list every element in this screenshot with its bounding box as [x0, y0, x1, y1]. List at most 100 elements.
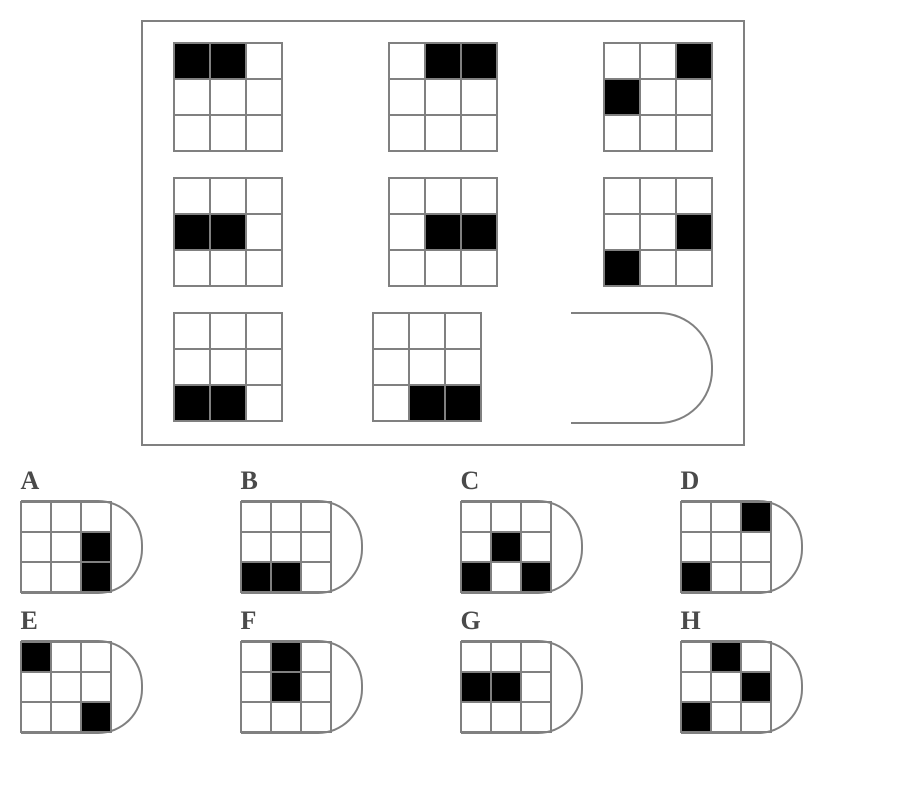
grid-cell [711, 532, 741, 562]
pattern-grid-6 [603, 177, 713, 287]
option-grid-E [20, 641, 112, 733]
grid-cell [210, 313, 246, 349]
puzzle-container: ABCD EFGH [21, 20, 881, 734]
grid-cell [210, 115, 246, 151]
grid-cell [425, 115, 461, 151]
grid-cell [241, 702, 271, 732]
pattern-grid-1 [173, 42, 283, 152]
grid-cell [604, 79, 640, 115]
grid-cell [676, 250, 712, 286]
option-H[interactable]: H [681, 606, 881, 734]
grid-cell [711, 562, 741, 592]
grid-cell [711, 702, 741, 732]
grid-cell [271, 502, 301, 532]
grid-cell [373, 349, 409, 385]
grid-cell [174, 349, 210, 385]
grid-cell [174, 43, 210, 79]
option-label: C [461, 466, 661, 496]
grid-cell [409, 385, 445, 421]
grid-cell [210, 385, 246, 421]
grid-cell [640, 79, 676, 115]
option-E[interactable]: E [21, 606, 221, 734]
grid-cell [246, 214, 282, 250]
grid-cell [741, 642, 771, 672]
grid-cell [491, 702, 521, 732]
option-slot [461, 500, 583, 594]
grid-cell [246, 385, 282, 421]
grid-cell [81, 672, 111, 702]
grid-cell [301, 642, 331, 672]
grid-cell [51, 502, 81, 532]
pattern-grid-3 [603, 42, 713, 152]
grid-cell [51, 532, 81, 562]
grid-cell [246, 313, 282, 349]
grid-cell [521, 642, 551, 672]
grid-cell [640, 214, 676, 250]
pattern-grid-2 [388, 42, 498, 152]
grid-cell [711, 502, 741, 532]
option-grid-C [460, 501, 552, 593]
grid-cell [301, 502, 331, 532]
grid-cell [81, 532, 111, 562]
grid-cell [445, 385, 481, 421]
grid-cell [81, 642, 111, 672]
grid-cell [241, 502, 271, 532]
grid-cell [409, 313, 445, 349]
option-label: D [681, 466, 881, 496]
grid-cell [461, 532, 491, 562]
option-C[interactable]: C [461, 466, 661, 594]
grid-cell [174, 178, 210, 214]
grid-cell [640, 178, 676, 214]
grid-cell [373, 385, 409, 421]
grid-cell [461, 562, 491, 592]
main-matrix-panel [141, 20, 745, 446]
option-G[interactable]: G [461, 606, 661, 734]
grid-cell [461, 178, 497, 214]
grid-cell [210, 214, 246, 250]
grid-cell [271, 672, 301, 702]
grid-cell [461, 250, 497, 286]
option-F[interactable]: F [241, 606, 441, 734]
grid-cell [271, 532, 301, 562]
grid-cell [491, 562, 521, 592]
grid-cell [241, 562, 271, 592]
grid-cell [521, 532, 551, 562]
grid-cell [174, 214, 210, 250]
option-grid-A [20, 501, 112, 593]
grid-cell [461, 502, 491, 532]
matrix-row [173, 177, 713, 287]
grid-cell [461, 642, 491, 672]
grid-cell [51, 642, 81, 672]
grid-cell [389, 214, 425, 250]
grid-cell [21, 642, 51, 672]
grid-cell [604, 43, 640, 79]
grid-cell [491, 672, 521, 702]
grid-cell [681, 672, 711, 702]
grid-cell [461, 702, 491, 732]
grid-cell [445, 313, 481, 349]
grid-cell [389, 250, 425, 286]
grid-cell [271, 642, 301, 672]
option-A[interactable]: A [21, 466, 221, 594]
option-D[interactable]: D [681, 466, 881, 594]
grid-cell [21, 562, 51, 592]
grid-cell [711, 672, 741, 702]
grid-cell [174, 79, 210, 115]
grid-cell [389, 43, 425, 79]
grid-cell [81, 562, 111, 592]
grid-cell [425, 178, 461, 214]
grid-cell [301, 562, 331, 592]
grid-cell [246, 178, 282, 214]
grid-cell [174, 250, 210, 286]
grid-cell [271, 562, 301, 592]
option-B[interactable]: B [241, 466, 441, 594]
grid-cell [301, 702, 331, 732]
grid-cell [676, 178, 712, 214]
grid-cell [210, 43, 246, 79]
grid-cell [604, 214, 640, 250]
grid-cell [521, 562, 551, 592]
option-label: B [241, 466, 441, 496]
answer-options-area: ABCD EFGH [21, 466, 881, 734]
grid-cell [246, 43, 282, 79]
pattern-grid-4 [173, 177, 283, 287]
